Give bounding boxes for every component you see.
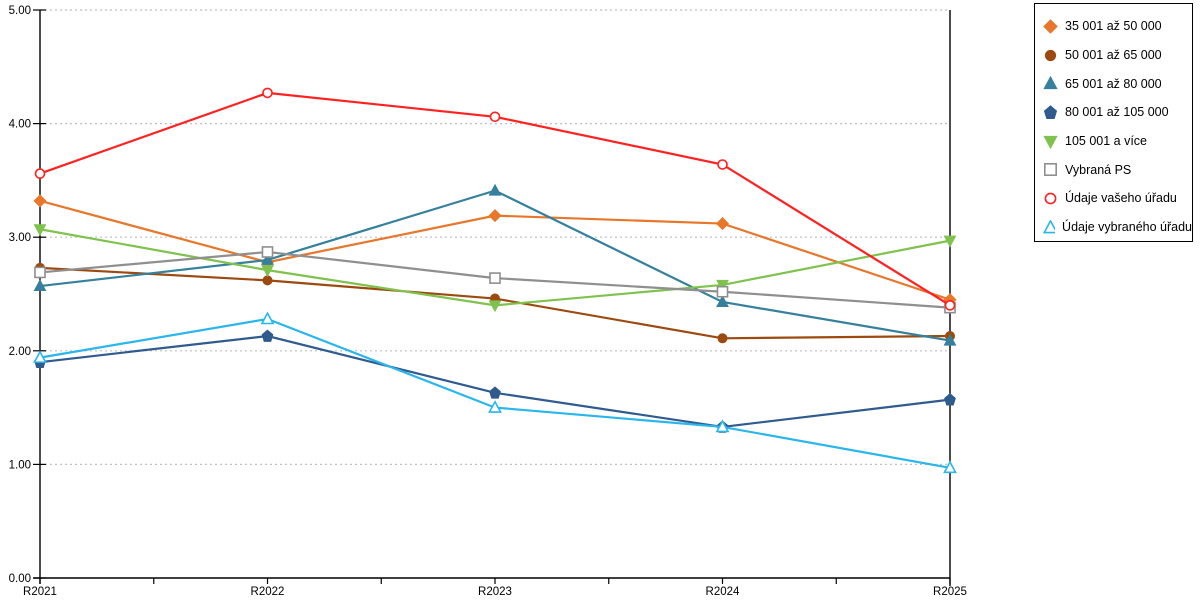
series-6 [34,87,956,311]
y-tick-label: 5.00 [9,5,31,17]
legend-marker-pentagon-icon [1043,105,1058,119]
x-tick-label: R2025 [933,586,967,598]
x-tick-label: R2024 [706,586,740,598]
legend-marker-triangle-icon [1043,76,1058,90]
y-tick-label: 4.00 [9,119,31,131]
data-point-marker [716,295,729,307]
data-point-marker [717,333,728,344]
data-point-marker [943,235,957,248]
data-point-marker [488,400,502,413]
x-tick-label: R2023 [478,586,512,598]
legend-label: 105 001 a více [1065,134,1148,149]
data-point-marker [1044,49,1057,61]
legend-label: Údaje vašeho úřadu [1065,191,1177,206]
series-0 [33,194,957,307]
data-point-marker [262,87,273,99]
data-point-marker [33,194,47,208]
legend-item: Vybraná PS [1043,155,1192,184]
chart-legend: 35 001 až 50 000 50 001 až 65 000 65 001 a… [1034,3,1193,242]
data-point-marker [261,246,274,258]
data-point-marker [943,333,957,346]
data-point-marker [262,275,273,286]
series-2 [33,183,957,346]
legend-item: 80 001 až 105 000 [1043,98,1192,127]
legend-item: Údaje vašeho úřadu [1043,184,1192,213]
data-point-marker [261,265,274,278]
x-axis-ticks: R2021 R2022 R2023 R2024 R2025 [23,578,967,598]
series-line [39,334,951,429]
legend-label: 80 001 až 105 000 [1065,105,1169,120]
legend-item: 35 001 až 50 000 [1043,12,1192,41]
x-tick-label: R2021 [23,586,57,598]
data-point-marker [34,168,46,179]
data-point-marker [1043,135,1058,149]
data-point-marker [716,285,729,298]
legend-label: Údaje vybraného úřadu [1062,220,1192,235]
legend-item: Údaje vybraného úřadu [1043,213,1192,242]
data-point-marker [33,350,47,363]
y-axis-ticks: 0.00 1.00 2.00 3.00 4.00 5.00 [9,5,46,585]
data-point-marker [34,266,46,279]
data-point-marker [1043,19,1058,34]
legend-marker-triangle-icon [1043,219,1056,234]
data-point-marker [715,217,730,231]
data-point-marker [1043,219,1056,234]
data-point-marker [489,272,501,284]
data-point-marker [716,279,729,292]
legend-label: 35 001 až 50 000 [1065,19,1162,34]
data-point-marker [33,224,47,237]
legend-item: 65 001 až 80 000 [1043,69,1192,98]
data-point-marker [715,419,730,433]
legend-label: 50 001 až 65 000 [1065,48,1162,63]
data-point-marker [488,183,502,196]
y-tick-label: 2.00 [9,346,31,358]
data-point-marker [1043,163,1057,177]
legend-item: 105 001 a více [1043,127,1192,156]
data-point-marker [488,209,502,223]
y-tick-label: 0.00 [9,573,31,585]
data-point-marker [261,253,274,265]
data-point-marker [1043,76,1058,90]
data-point-marker [1044,192,1057,205]
legend-marker-circle-icon [1044,192,1057,205]
legend-marker-diamond-icon [1043,19,1058,34]
data-point-marker [943,460,957,474]
data-point-marker [489,386,501,399]
data-point-marker [261,329,274,342]
data-point-marker [260,311,275,325]
data-point-marker [489,111,501,123]
data-point-marker [717,159,728,170]
data-point-marker [488,300,502,313]
legend-marker-triangle-down-icon [1043,135,1058,149]
legend-label: 65 001 až 80 000 [1065,76,1162,91]
y-tick-label: 1.00 [9,459,31,471]
y-tick-label: 3.00 [9,232,31,244]
data-point-marker [944,393,956,406]
data-point-marker [33,279,47,292]
series-4 [33,224,957,313]
gridlines [40,9,950,465]
legend-label: Vybraná PS [1065,162,1132,177]
legend-item: 50 001 až 65 000 [1043,41,1192,70]
series-7 [33,311,957,474]
data-point-marker [1043,105,1058,119]
legend-marker-square-icon [1043,163,1057,177]
x-tick-label: R2022 [251,586,285,598]
series-3 [34,329,956,433]
legend-marker-circle-icon [1044,49,1057,61]
data-point-marker [944,300,956,311]
